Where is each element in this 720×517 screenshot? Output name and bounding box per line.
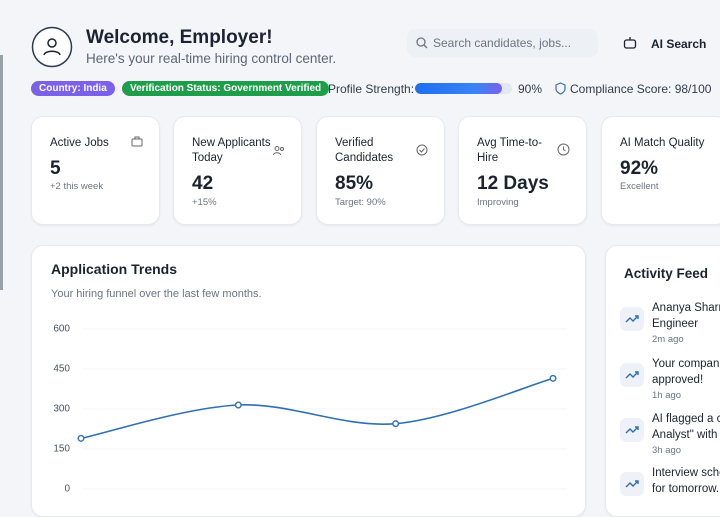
robot-icon	[623, 37, 637, 49]
data-point	[77, 434, 85, 442]
stat-card: Verified Candidates 85% Target: 90%	[316, 116, 445, 225]
search-icon	[416, 37, 428, 49]
page-title: Welcome, Employer!	[86, 27, 273, 48]
stat-card: Active Jobs 5 +2 this week	[31, 116, 160, 225]
stat-value: 85%	[335, 173, 374, 194]
trend-glyph	[625, 371, 639, 379]
stat-note: +2 this week	[50, 181, 104, 192]
check-icon	[416, 144, 428, 156]
stat-note: Improving	[477, 197, 519, 208]
scrollbar	[0, 55, 3, 290]
trend-line	[80, 377, 554, 440]
search-box[interactable]: Search candidates, jobs...	[407, 29, 598, 57]
feed-text: Your compan	[652, 358, 720, 370]
chart-subtitle: Your hiring funnel over the last few mon…	[51, 288, 262, 300]
y-tick-label: 0	[64, 484, 70, 495]
activity-feed: Activity Feed Ananya Sharr Engineer 2m a…	[605, 245, 720, 517]
trend-glyph	[625, 315, 639, 323]
briefcase-icon	[131, 136, 143, 147]
trend-icon	[620, 418, 644, 442]
ai-search-button[interactable]: AI Search	[651, 37, 707, 51]
feed-text: AI flagged a ca	[652, 413, 720, 425]
y-tick-label: 450	[53, 364, 70, 375]
stat-note: +15%	[192, 197, 217, 208]
stat-title: Active Jobs	[50, 137, 109, 149]
stat-note: Excellent	[620, 181, 659, 192]
compliance-score: Compliance Score: 98/100	[570, 82, 712, 96]
stat-value: 5	[50, 158, 61, 179]
clock-icon	[557, 143, 570, 156]
chart-card: Application Trends Your hiring funnel ov…	[31, 245, 586, 517]
line-chart: Application Trends Your hiring funnel ov…	[51, 261, 567, 495]
trend-icon	[620, 307, 644, 331]
feed-text: Engineer	[652, 318, 699, 330]
feed-text: Interview sche	[652, 467, 720, 479]
trend-icon	[620, 472, 644, 496]
avatar	[31, 26, 73, 68]
trend-glyph	[625, 480, 639, 488]
data-point	[392, 420, 400, 428]
stat-title: New Applicants Today	[192, 137, 271, 164]
progress-fill	[415, 83, 503, 94]
stat-card: AI Match Quality 92% Excellent	[601, 116, 720, 225]
feed-text: Ananya Sharr	[652, 302, 720, 314]
y-tick-label: 300	[53, 404, 70, 415]
stat-value: 42	[192, 173, 214, 194]
verification-badge: Verification Status: Government Verified	[122, 81, 330, 96]
data-point	[549, 374, 557, 382]
stat-card: New Applicants Today 42 +15%	[173, 116, 302, 225]
profile-strength-value: 90%	[518, 82, 543, 96]
dashboard: Welcome, Employer! Here's your real-time…	[0, 26, 720, 517]
progress-track	[415, 83, 512, 94]
trend-glyph	[625, 426, 639, 434]
profile-strength-label: Profile Strength:	[328, 82, 415, 96]
stat-title: Avg Time-to-Hire	[477, 137, 542, 164]
stat-card: Avg Time-to-Hire 12 Days Improving	[458, 116, 587, 225]
feed-time: 3h ago	[652, 445, 682, 456]
y-tick-label: 150	[53, 444, 70, 455]
feed-time: 1h ago	[652, 390, 682, 401]
feed-text: Analyst" with a	[652, 429, 720, 441]
feed-title: Activity Feed	[624, 266, 709, 281]
country-badge: Country: India	[31, 81, 115, 96]
search-placeholder: Search candidates, jobs...	[433, 36, 572, 50]
feed-text: approved!	[652, 374, 704, 386]
feed-text: for tomorrow.	[652, 483, 720, 495]
y-tick-label: 600	[53, 324, 70, 335]
stat-value: 12 Days	[477, 173, 549, 194]
stat-value: 92%	[620, 158, 659, 179]
shield-icon	[555, 82, 566, 95]
data-point	[234, 401, 242, 409]
page-subtitle: Here's your real-time hiring control cen…	[86, 51, 337, 66]
stat-title: Verified Candidates	[335, 137, 394, 164]
chart-title: Application Trends	[51, 261, 177, 277]
stat-title: AI Match Quality	[620, 137, 705, 149]
trend-icon	[620, 363, 644, 387]
stat-note: Target: 90%	[335, 197, 386, 208]
feed-time: 2m ago	[652, 334, 684, 345]
users-icon	[273, 146, 284, 156]
